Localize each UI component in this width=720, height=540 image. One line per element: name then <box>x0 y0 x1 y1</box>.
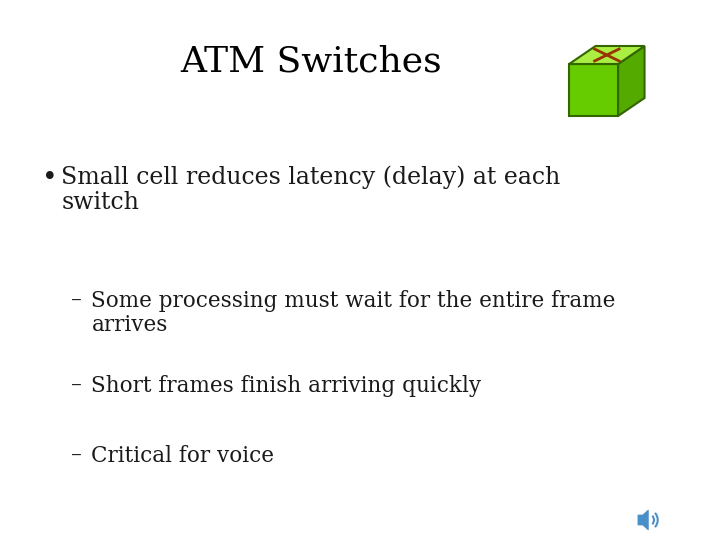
Text: arrives: arrives <box>91 314 168 336</box>
Text: Critical for voice: Critical for voice <box>91 445 274 467</box>
Text: •: • <box>42 165 58 190</box>
Polygon shape <box>569 64 618 116</box>
Polygon shape <box>638 510 648 530</box>
Text: ATM Switches: ATM Switches <box>180 45 442 79</box>
Text: Small cell reduces latency (delay) at each: Small cell reduces latency (delay) at ea… <box>61 165 560 188</box>
Text: –: – <box>71 375 81 397</box>
Polygon shape <box>618 46 644 116</box>
Text: –: – <box>71 290 81 312</box>
Text: switch: switch <box>61 191 139 214</box>
Polygon shape <box>569 46 644 64</box>
Text: Short frames finish arriving quickly: Short frames finish arriving quickly <box>91 375 482 397</box>
Text: –: – <box>71 445 81 467</box>
Text: Some processing must wait for the entire frame: Some processing must wait for the entire… <box>91 290 616 312</box>
